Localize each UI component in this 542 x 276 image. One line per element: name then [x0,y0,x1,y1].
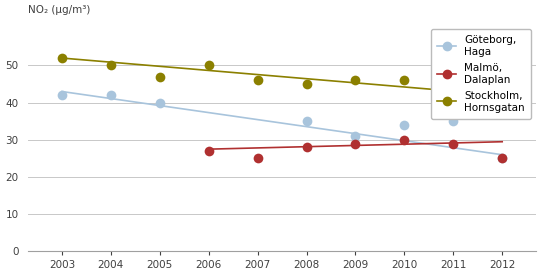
Point [204,149,213,153]
Point [204,63,213,68]
Point [57,93,66,97]
Point [57,56,66,60]
Point [351,141,360,146]
Point [156,100,164,105]
Point [400,123,409,127]
Point [351,134,360,138]
Point [253,156,262,161]
Point [449,141,457,146]
Point [156,75,164,79]
Legend: Göteborg,
Haga, Malmö,
Dalaplan, Stockholm,
Hornsgatan: Göteborg, Haga, Malmö, Dalaplan, Stockho… [431,29,531,119]
Point [253,78,262,83]
Point [302,82,311,86]
Point [107,63,115,68]
Point [498,93,507,97]
Point [449,119,457,123]
Point [302,145,311,150]
Point [302,119,311,123]
Point [107,93,115,97]
Text: NO₂ (µg/m³): NO₂ (µg/m³) [28,5,90,15]
Point [498,156,507,161]
Point [351,78,360,83]
Point [400,138,409,142]
Point [498,156,507,161]
Point [449,100,457,105]
Point [400,78,409,83]
